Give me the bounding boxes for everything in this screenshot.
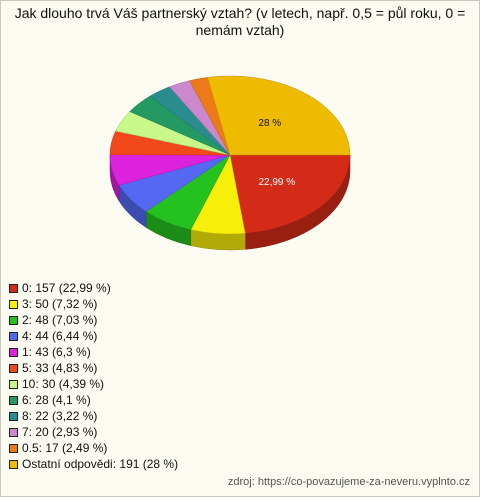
legend-swatch (9, 380, 18, 389)
legend-label: 3: 50 (7,32 %) (22, 297, 97, 311)
chart-title: Jak dlouho trvá Váš partnerský vztah? (v… (14, 5, 466, 38)
slice (229, 154, 351, 234)
legend-label: Ostatní odpovědi: 191 (28 %) (22, 457, 178, 471)
source-note: zdroj: https://co-povazujeme-za-neveru.v… (227, 476, 470, 488)
legend-swatch (9, 300, 18, 309)
legend-label: 8: 22 (3,22 %) (22, 409, 97, 423)
legend-label: 6: 28 (4,1 %) (22, 393, 91, 407)
legend-label: 10: 30 (4,39 %) (22, 377, 104, 391)
legend-swatch (9, 428, 18, 437)
legend-swatch (9, 332, 18, 341)
slice (207, 75, 351, 156)
legend-swatch (9, 364, 18, 373)
legend-swatch (9, 412, 18, 421)
legend-swatch (9, 316, 18, 325)
legend-swatch (9, 444, 18, 453)
legend-label: 0: 157 (22,99 %) (22, 281, 111, 295)
legend-swatch (9, 284, 18, 293)
legend-label: 4: 44 (6,44 %) (22, 329, 97, 343)
legend-label: 1: 43 (6,3 %) (22, 345, 91, 359)
slice-label: 22,99 % (258, 177, 295, 188)
slice-label: 28 % (258, 118, 281, 129)
legend-swatch (9, 460, 18, 469)
legend-label: 7: 20 (2,93 %) (22, 425, 97, 439)
legend-swatch (9, 348, 18, 357)
legend-swatch (9, 396, 18, 405)
legend-label: 5: 33 (4,83 %) (22, 361, 97, 375)
legend-label: 2: 48 (7,03 %) (22, 313, 97, 327)
legend-label: 0.5: 17 (2,49 %) (22, 441, 107, 455)
